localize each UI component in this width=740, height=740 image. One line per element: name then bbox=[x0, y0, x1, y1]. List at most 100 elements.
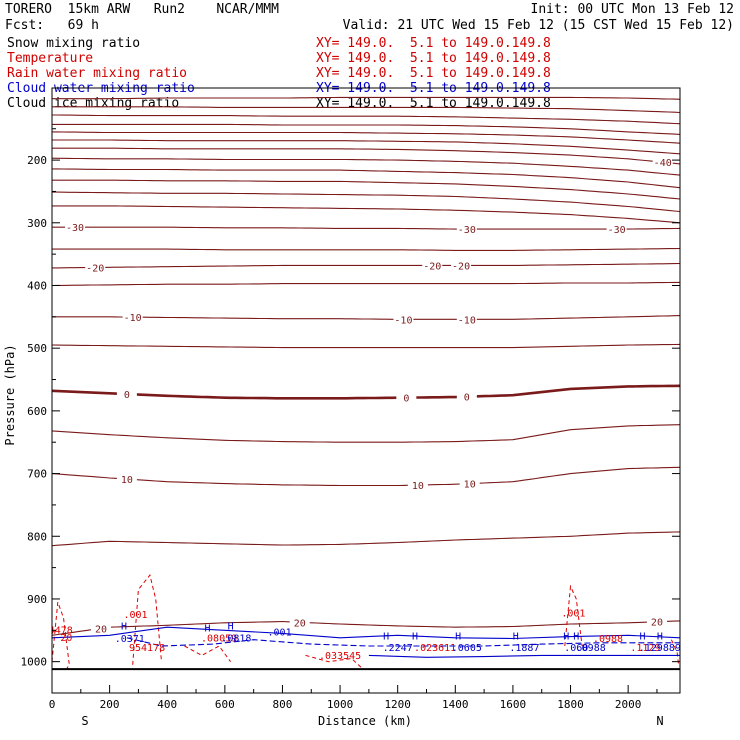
x-tick-label-1600: 1600 bbox=[500, 698, 527, 711]
isotherm-label-bg bbox=[456, 223, 477, 235]
isotherm-19 bbox=[52, 424, 680, 443]
isotherm-label-bg bbox=[456, 313, 477, 325]
y-tick-label-1000: 1000 bbox=[21, 656, 48, 669]
rain-value-label-3: .033545 bbox=[319, 651, 361, 662]
legend-snow-xy: XY= 149.0. 5.1 to 149.0.149.8 bbox=[316, 36, 551, 51]
x-tick-label-200: 200 bbox=[100, 698, 120, 711]
isotherm-label-22-2: 20 bbox=[651, 618, 663, 629]
rain-value-label-6: .1129 bbox=[630, 643, 660, 654]
maximum-marker-10: H bbox=[657, 632, 663, 643]
isotherm-22 bbox=[52, 620, 680, 636]
maximum-marker-8: H bbox=[573, 632, 579, 643]
isotherm-10 bbox=[52, 191, 680, 213]
y-tick-label-800: 800 bbox=[27, 530, 47, 543]
isotherm-18 bbox=[52, 384, 680, 400]
x-axis-label: Distance (km) bbox=[318, 714, 412, 728]
maximum-marker-7: H bbox=[563, 632, 569, 643]
isotherm-7 bbox=[52, 157, 680, 176]
isotherm-5 bbox=[52, 139, 680, 155]
isotherm-label-14-2: -20 bbox=[452, 261, 470, 272]
isotherm-label-18-1: 0 bbox=[403, 394, 409, 405]
isotherm-15 bbox=[52, 281, 680, 287]
y-tick-label-400: 400 bbox=[27, 279, 47, 292]
rain-value-label-5: .0988 bbox=[593, 634, 623, 645]
rain-value-label-4: .023611 bbox=[414, 643, 456, 654]
rain-contour-3 bbox=[305, 654, 364, 670]
x-tick-label-1400: 1400 bbox=[442, 698, 469, 711]
isotherm-label-18-0: 0 bbox=[124, 390, 130, 401]
isotherm-label-12-1: -30 bbox=[458, 225, 476, 236]
isotherm-3 bbox=[52, 123, 680, 135]
legend-rain-label: Rain water mixing ratio bbox=[7, 66, 188, 81]
x-tick-label-2000: 2000 bbox=[615, 698, 642, 711]
x-tick-label-800: 800 bbox=[273, 698, 293, 711]
isotherm-20 bbox=[52, 466, 680, 487]
rain-value-label-7: 20 bbox=[60, 633, 72, 644]
isotherm-label-bg bbox=[456, 390, 477, 402]
maximum-marker-3: H bbox=[383, 632, 389, 643]
isotherm-label-bg bbox=[289, 616, 310, 628]
isotherm-8 bbox=[52, 168, 680, 189]
isotherm-13 bbox=[52, 247, 680, 251]
y-tick-label-200: 200 bbox=[27, 154, 47, 167]
isotherm-label-bg bbox=[396, 391, 417, 403]
isotherm-label-bg bbox=[85, 261, 106, 273]
x-tick-label-1200: 1200 bbox=[384, 698, 411, 711]
isotherm-1 bbox=[52, 106, 680, 114]
south-label: S bbox=[81, 714, 88, 728]
rain-contour-1 bbox=[132, 573, 162, 665]
forecast-hour: Fcst: 69 h bbox=[5, 18, 99, 33]
cloud-water-label-6: .060 bbox=[564, 643, 588, 654]
isotherm-9 bbox=[52, 179, 680, 200]
x-tick-label-1800: 1800 bbox=[557, 698, 584, 711]
maximum-marker-1: H bbox=[205, 624, 211, 635]
x-tick-label-400: 400 bbox=[157, 698, 177, 711]
rain-contour-label-1: .001 bbox=[561, 609, 585, 620]
isotherm-label-12-2: -30 bbox=[608, 225, 626, 236]
rain-contour-2 bbox=[184, 645, 232, 662]
isotherm-label-bg bbox=[646, 615, 667, 627]
isotherm-label-6-0: -40 bbox=[654, 158, 672, 169]
rain-value-label-2: .08059 bbox=[201, 634, 237, 645]
legend-temperature-xy: XY= 149.0. 5.1 to 149.0.149.8 bbox=[316, 51, 551, 66]
isotherm-label-14-0: -20 bbox=[86, 263, 104, 274]
isotherm-label-14-1: -20 bbox=[423, 261, 441, 272]
isotherm-label-bg bbox=[65, 221, 86, 233]
isotherm-label-bg bbox=[422, 259, 443, 271]
maximum-marker-4: H bbox=[412, 632, 418, 643]
isotherm-label-12-0: -30 bbox=[66, 223, 84, 234]
north-label: N bbox=[656, 714, 663, 728]
isotherm-6 bbox=[52, 147, 680, 165]
cloud-water-label-8: .129889 bbox=[639, 643, 681, 654]
isotherm-label-16-0: -10 bbox=[124, 313, 142, 324]
cloud-water-contour-0 bbox=[52, 626, 680, 640]
isotherm-label-bg bbox=[606, 223, 627, 235]
cloud-water-label-0: .0371 bbox=[115, 634, 145, 645]
y-tick-label-300: 300 bbox=[27, 217, 47, 230]
maximum-marker-2: H bbox=[228, 622, 234, 633]
isotherm-21 bbox=[52, 531, 680, 547]
isotherm-17 bbox=[52, 343, 680, 349]
y-tick-label-500: 500 bbox=[27, 342, 47, 355]
valid-time: Valid: 21 UTC Wed 15 Feb 12 (15 CST Wed … bbox=[342, 18, 734, 33]
x-tick-label-1000: 1000 bbox=[327, 698, 354, 711]
cloud-water-label-3: .2247 bbox=[383, 643, 413, 654]
cloud-water-label-4: .0605 bbox=[452, 643, 482, 654]
legend-snow-label: Snow mixing ratio bbox=[7, 36, 141, 51]
x-tick-label-600: 600 bbox=[215, 698, 235, 711]
isotherm-label-20-2: 10 bbox=[464, 480, 476, 491]
y-tick-label-700: 700 bbox=[27, 468, 47, 481]
isotherm-label-bg bbox=[652, 156, 673, 168]
maximum-marker-6: H bbox=[513, 632, 519, 643]
isotherm-label-20-1: 10 bbox=[412, 481, 424, 492]
legend-rain-xy: XY= 149.0. 5.1 to 149.0.149.8 bbox=[316, 66, 551, 81]
cloud-water-contour-1 bbox=[126, 637, 680, 647]
isotherm-11 bbox=[52, 205, 680, 224]
isotherm-16 bbox=[52, 315, 680, 320]
y-tick-label-900: 900 bbox=[27, 593, 47, 606]
isotherm-label-16-2: -10 bbox=[458, 315, 476, 326]
isotherm-label-20-0: 10 bbox=[121, 475, 133, 486]
isotherm-label-bg bbox=[116, 473, 137, 485]
